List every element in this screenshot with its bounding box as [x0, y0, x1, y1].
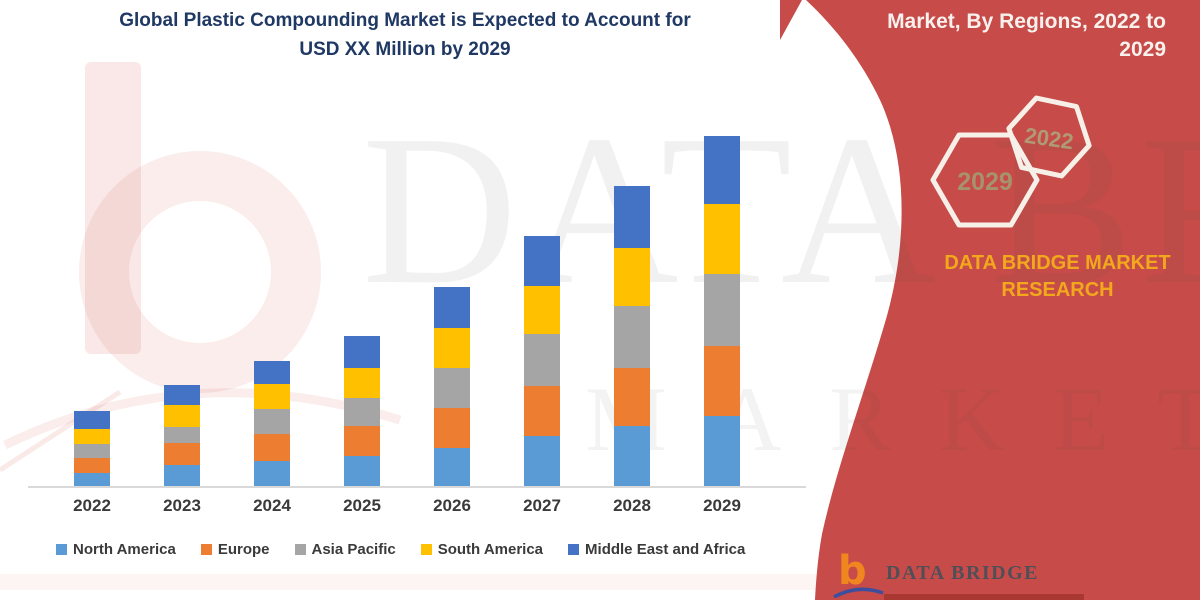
bar-segment-europe [704, 346, 740, 416]
bar-segment-europe [74, 458, 110, 473]
bar-segment-asia-pacific [164, 427, 200, 443]
bar-segment-asia-pacific [434, 368, 470, 408]
brand-name-line1: DATA BRIDGE MARKET [944, 252, 1171, 274]
x-axis-label-2026: 2026 [433, 496, 471, 515]
legend-item-middle-east-and-africa: Middle East and Africa [568, 541, 745, 558]
stacked-bar-2029 [704, 136, 740, 486]
bar-segment-middle-east-and-africa [164, 385, 200, 405]
hexagon-2022 [1006, 95, 1092, 179]
bar-segment-middle-east-and-africa [524, 236, 560, 286]
legend-item-asia-pacific: Asia Pacific [294, 541, 396, 558]
bar-segment-europe [164, 443, 200, 465]
x-axis-label-2025: 2025 [343, 496, 381, 515]
bar-segment-north-america [434, 448, 470, 486]
legend-swatch-europe [200, 544, 212, 555]
legend-label-north-america: North America [73, 541, 176, 558]
bar-segment-south-america [254, 384, 290, 409]
stacked-bar-2022 [74, 411, 110, 486]
bar-segment-south-america [164, 405, 200, 427]
footer-logo-wordmark: DATA BRIDGE [886, 562, 1040, 584]
panel-heading-line1: Market, By Regions, 2022 to [887, 10, 1166, 33]
bar-segment-asia-pacific [614, 306, 650, 368]
bar-segment-south-america [434, 328, 470, 368]
stacked-bar-2024 [254, 361, 290, 486]
legend-swatch-middle-east-and-africa [568, 544, 580, 555]
bar-segment-south-america [74, 429, 110, 444]
legend-label-europe: Europe [217, 541, 270, 558]
hexagon-2029 [930, 132, 1040, 228]
x-axis-line [28, 486, 806, 488]
bar-segment-north-america [344, 456, 380, 486]
bar-segment-europe [344, 426, 380, 456]
bar-segment-middle-east-and-africa [74, 411, 110, 429]
x-axis-label-2022: 2022 [73, 496, 111, 515]
bar-segment-north-america [524, 436, 560, 486]
bar-segment-middle-east-and-africa [434, 287, 470, 328]
bar-segment-south-america [614, 248, 650, 306]
x-axis-label-2029: 2029 [703, 496, 741, 515]
bar-segment-north-america [74, 473, 110, 486]
bar-segment-south-america [344, 368, 380, 398]
bar-segment-south-america [524, 286, 560, 334]
stacked-bar-2025 [344, 336, 380, 486]
bar-segment-europe [434, 408, 470, 448]
footer-logo-b-icon: b [838, 548, 867, 594]
x-axis-label-2023: 2023 [163, 496, 201, 515]
stacked-bar-2028 [614, 186, 650, 486]
bar-segment-europe [254, 434, 290, 461]
legend-item-north-america: North America [56, 541, 176, 558]
chart-title: Global Plastic Compounding Market is Exp… [55, 6, 755, 64]
bar-segment-north-america [254, 461, 290, 486]
chart-title-line1: Global Plastic Compounding Market is Exp… [119, 10, 691, 31]
bar-segment-middle-east-and-africa [344, 336, 380, 368]
bar-segment-north-america [704, 416, 740, 486]
chart-legend: North America Europe Asia Pacific South Ame… [56, 541, 745, 558]
bar-segment-middle-east-and-africa [614, 186, 650, 248]
pink-b-watermark [0, 62, 840, 590]
x-axis-label-2027: 2027 [523, 496, 561, 515]
x-axis-label-2028: 2028 [613, 496, 651, 515]
legend-swatch-asia-pacific [294, 544, 306, 555]
brand-name-line2: RESEARCH [1001, 279, 1114, 301]
bar-segment-north-america [164, 465, 200, 486]
bar-segment-middle-east-and-africa [704, 136, 740, 204]
bar-segment-asia-pacific [254, 409, 290, 434]
legend-label-middle-east-and-africa: Middle East and Africa [585, 541, 746, 558]
stacked-bar-2027 [524, 236, 560, 486]
plot-area: 2022 2023 2024 2025 2026 2027 2028 2029 [73, 136, 741, 515]
bar-segment-middle-east-and-africa [254, 361, 290, 384]
panel-heading-line2: 2029 [1119, 38, 1166, 61]
brand-name: DATA BRIDGE MARKET RESEARCH [915, 250, 1200, 304]
hexagons-graphic [930, 95, 1092, 228]
legend-swatch-south-america [420, 544, 432, 555]
legend-item-south-america: South America [420, 541, 544, 558]
hexagon-label-2029: 2029 [957, 168, 1013, 196]
bar-segment-asia-pacific [344, 398, 380, 426]
legend-label-south-america: South America [437, 541, 544, 558]
bar-segment-europe [614, 368, 650, 426]
bar-segment-europe [524, 386, 560, 436]
stacked-bar-2023 [164, 385, 200, 486]
bar-segment-asia-pacific [704, 274, 740, 346]
legend-label-asia-pacific: Asia Pacific [311, 541, 396, 558]
chart-title-line2: USD XX Million by 2029 [299, 39, 511, 60]
bar-segment-south-america [704, 204, 740, 274]
panel-heading: Market, By Regions, 2022 to 2029 [860, 8, 1166, 64]
legend-swatch-north-america [56, 544, 67, 555]
footer-logo-strip [884, 594, 1084, 600]
footer-logo-swoosh-icon [833, 587, 884, 598]
x-axis-label-2024: 2024 [253, 496, 291, 515]
bar-segment-asia-pacific [524, 334, 560, 386]
bar-segment-asia-pacific [74, 444, 110, 458]
bar-segment-north-america [614, 426, 650, 486]
stacked-bar-2026 [434, 287, 470, 486]
legend-item-europe: Europe [200, 541, 270, 558]
